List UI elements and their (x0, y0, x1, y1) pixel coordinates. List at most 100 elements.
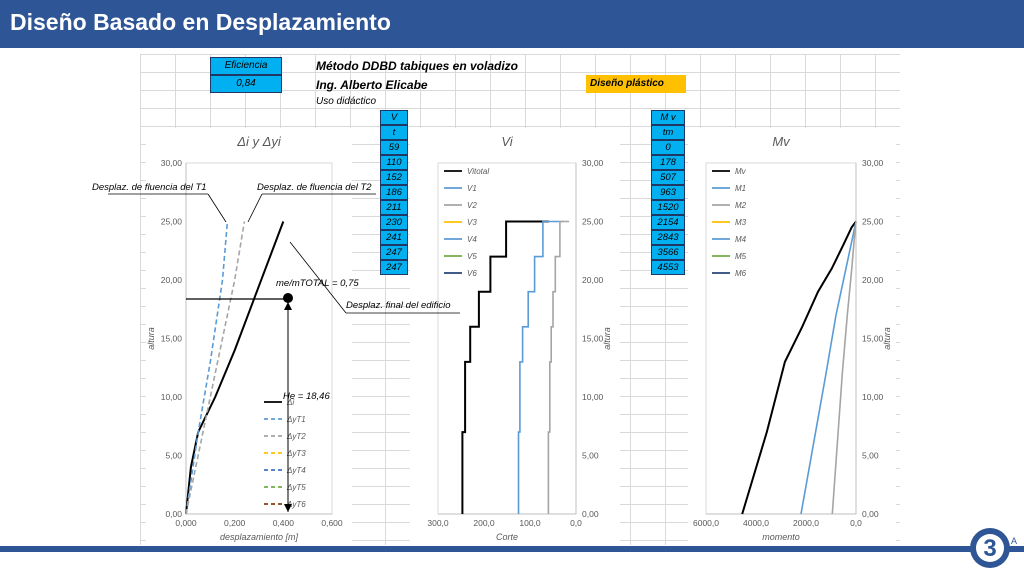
m-table-value: 1520 (651, 200, 685, 215)
legend-label: ΔyT5 (286, 483, 306, 492)
displacement-chart-panel: Δi y Δyi 0,00 5,00 10,00 15,00 20,00 25,00 30,0… (146, 128, 352, 546)
x-tick-label: 200,0 (473, 518, 495, 528)
legend-label: M4 (735, 235, 747, 244)
y-tick-label: 30,00 (161, 158, 183, 168)
page-title: Diseño Basado en Desplazamiento (10, 9, 391, 35)
legend-label: V6 (467, 269, 477, 278)
legend-label: M1 (735, 184, 746, 193)
m-table-value: 4553 (651, 260, 685, 275)
legend-label: V1 (467, 184, 477, 193)
chart-title: Δi y Δyi (236, 134, 282, 149)
y-tick-label: 25,00 (862, 217, 884, 227)
x-tick-label: 0,000 (175, 518, 197, 528)
sheet-note: Uso didáctico (316, 96, 377, 107)
m-table-value: 2154 (651, 215, 685, 230)
legend-label: M3 (735, 218, 747, 227)
x-tick-label: 0,0 (850, 518, 862, 528)
y-tick-label: 5,00 (582, 451, 599, 461)
m-v-table: M v tm 0 178 507 963 1520 2154 2843 3566 4553 (651, 110, 685, 275)
series-line-Δi (185, 221, 285, 515)
y-tick-label: 15,00 (161, 334, 183, 344)
y-tick-label: 5,00 (165, 451, 182, 461)
design-label-cell: Diseño plástico (586, 75, 686, 93)
x-tick-label: 100,0 (519, 518, 541, 528)
legend-label: V2 (467, 201, 477, 210)
y-axis-label: altura (602, 327, 612, 350)
plot-area (705, 162, 857, 515)
sheet-author: Ing. Alberto Elicabe (316, 78, 428, 92)
legend-label: ΔyT6 (286, 500, 306, 509)
legend-label: V3 (467, 218, 477, 227)
moment-chart-panel: Mv 0,00 5,00 10,00 15,00 20,00 25,00 30,00 6000,… (688, 128, 896, 546)
m-table-header: M v (651, 110, 685, 125)
v-table-value: 247 (380, 260, 408, 275)
m-table-value: 507 (651, 170, 685, 185)
legend-label: ΔyT4 (286, 466, 306, 475)
legend-label: M5 (735, 252, 747, 261)
v-table-value: 110 (380, 155, 408, 170)
y-tick-label: 0,00 (165, 509, 182, 519)
x-axis-label: Corte (496, 532, 518, 542)
x-axis-label: momento (762, 532, 800, 542)
x-tick-label: 0,600 (321, 518, 343, 528)
shear-chart-panel: Vi 0,00 5,00 10,00 15,00 20,00 25,00 30,00 300,0… (410, 128, 620, 546)
v-table-value: 241 (380, 230, 408, 245)
legend-label: ΔyT1 (286, 415, 306, 424)
chart-title: Mv (772, 134, 791, 149)
legend-label: V4 (467, 235, 477, 244)
v-table-value: 152 (380, 170, 408, 185)
moment-chart: Mv 0,00 5,00 10,00 15,00 20,00 25,00 30,00 6000,… (693, 134, 892, 542)
eficiencia-value-cell: 0,84 (210, 75, 282, 93)
y-tick-label: 5,00 (862, 451, 879, 461)
v-table-value: 247 (380, 245, 408, 260)
series-line-ΔyT1 (185, 221, 229, 515)
series-line-M2 (831, 221, 857, 515)
y-tick-label: 30,00 (582, 158, 604, 168)
y-tick-label: 10,00 (161, 392, 183, 402)
y-tick-label: 30,00 (862, 158, 884, 168)
plot-area (185, 162, 333, 515)
plot-area (437, 162, 577, 515)
y-axis-label: altura (146, 327, 156, 350)
series-line-Mv (741, 220, 857, 515)
footer-bar (0, 546, 1024, 552)
v-table-unit: t (380, 125, 408, 140)
legend-label: Vitotal (467, 167, 489, 176)
header-bar: Diseño Basado en Desplazamiento (0, 0, 1024, 48)
chart-title: Vi (501, 134, 513, 149)
legend-label: ΔyT3 (286, 449, 306, 458)
y-axis-label: altura (882, 327, 892, 350)
y-tick-label: 15,00 (862, 334, 884, 344)
series-line-ΔyT2 (185, 221, 246, 515)
x-tick-label: 4000,0 (743, 518, 769, 528)
company-logo: 3 A (970, 528, 1017, 568)
v-table-value: 211 (380, 200, 408, 215)
legend-label: V5 (467, 252, 477, 261)
x-tick-label: 0,200 (224, 518, 246, 528)
x-tick-label: 0,400 (273, 518, 295, 528)
y-tick-label: 10,00 (862, 392, 884, 402)
m-table-value: 963 (651, 185, 685, 200)
y-tick-label: 20,00 (161, 275, 183, 285)
m-table-value: 2843 (651, 230, 685, 245)
shear-chart: Vi 0,00 5,00 10,00 15,00 20,00 25,00 30,00 300,0… (427, 134, 612, 542)
y-tick-label: 10,00 (582, 392, 604, 402)
eficiencia-label-cell: Eficiencia (210, 57, 282, 75)
sheet-title: Método DDBD tabiques en voladizo (316, 59, 519, 73)
m-table-value: 0 (651, 140, 685, 155)
v-table-header: V ltotal (380, 110, 408, 136)
legend-label: M6 (735, 269, 747, 278)
legend-label: M2 (735, 201, 747, 210)
y-tick-label: 25,00 (161, 217, 183, 227)
svg-text:3: 3 (983, 535, 996, 562)
series-line-M1 (800, 221, 857, 515)
displacement-chart: Δi y Δyi 0,00 5,00 10,00 15,00 20,00 25,00 30,0… (146, 134, 343, 542)
y-tick-label: 0,00 (862, 509, 879, 519)
series-line-V2 (547, 220, 570, 514)
y-tick-label: 0,00 (582, 509, 599, 519)
svg-text:A: A (1011, 536, 1017, 546)
y-tick-label: 20,00 (582, 275, 604, 285)
v-total-table: V ltotalt59110152186211230241247247 (380, 110, 408, 275)
series-line-Vitotal (461, 220, 549, 514)
m-table-unit: tm (651, 125, 685, 140)
